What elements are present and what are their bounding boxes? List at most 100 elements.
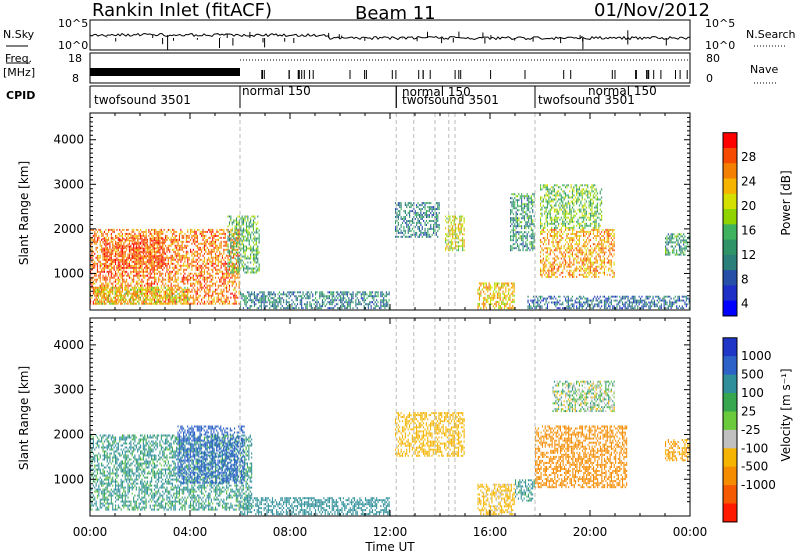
data-cell bbox=[230, 231, 231, 233]
data-cell bbox=[96, 263, 97, 265]
data-cell bbox=[143, 273, 144, 275]
data-cell bbox=[480, 282, 481, 284]
data-cell bbox=[236, 263, 237, 265]
data-cell bbox=[311, 305, 312, 307]
data-cell bbox=[161, 285, 162, 287]
data-cell bbox=[225, 243, 226, 245]
data-cell bbox=[182, 255, 183, 257]
data-cell bbox=[489, 284, 490, 286]
data-cell bbox=[371, 293, 372, 295]
data-cell bbox=[187, 283, 188, 285]
data-cell bbox=[253, 293, 254, 295]
data-cell bbox=[119, 233, 120, 235]
data-cell bbox=[509, 305, 510, 307]
data-cell bbox=[150, 293, 151, 295]
data-cell bbox=[236, 291, 237, 293]
data-cell bbox=[190, 297, 191, 299]
data-cell bbox=[229, 301, 230, 303]
data-cell bbox=[165, 259, 166, 261]
data-cell bbox=[129, 248, 130, 250]
data-cell bbox=[521, 207, 522, 209]
data-cell bbox=[511, 223, 512, 225]
data-cell bbox=[121, 259, 122, 261]
data-cell bbox=[399, 232, 400, 234]
data-cell bbox=[316, 301, 317, 303]
data-cell bbox=[226, 245, 227, 247]
data-cell bbox=[436, 226, 437, 228]
data-cell bbox=[247, 216, 248, 218]
data-cell bbox=[416, 224, 417, 226]
data-cell bbox=[521, 193, 522, 195]
data-cell bbox=[436, 234, 437, 236]
data-cell bbox=[246, 258, 247, 260]
data-cell bbox=[243, 299, 244, 301]
data-cell bbox=[510, 209, 511, 211]
data-cell bbox=[517, 225, 518, 227]
data-cell bbox=[104, 301, 105, 303]
data-cell bbox=[509, 297, 510, 299]
data-cell bbox=[113, 301, 114, 303]
data-cell bbox=[229, 262, 230, 264]
data-cell bbox=[315, 291, 316, 293]
data-cell bbox=[123, 297, 124, 299]
data-cell bbox=[527, 209, 528, 211]
data-cell bbox=[478, 289, 479, 291]
data-cell bbox=[525, 223, 526, 225]
data-cell bbox=[187, 279, 188, 281]
data-cell bbox=[233, 268, 234, 270]
data-cell bbox=[103, 235, 104, 237]
data-cell bbox=[176, 265, 177, 267]
data-cell bbox=[228, 238, 229, 240]
data-cell bbox=[103, 253, 104, 255]
data-cell bbox=[250, 272, 251, 274]
data-cell bbox=[328, 301, 329, 303]
data-cell bbox=[405, 210, 406, 212]
data-cell bbox=[315, 297, 316, 299]
data-cell bbox=[541, 274, 542, 276]
data-cell bbox=[218, 263, 219, 265]
data-cell bbox=[119, 240, 120, 242]
data-cell bbox=[138, 295, 139, 297]
data-cell bbox=[525, 203, 526, 205]
data-cell bbox=[147, 255, 148, 257]
data-cell bbox=[118, 295, 119, 297]
data-cell bbox=[429, 210, 430, 212]
data-cell bbox=[376, 295, 377, 297]
data-cell bbox=[130, 285, 131, 287]
data-cell bbox=[118, 279, 119, 281]
data-cell bbox=[94, 279, 95, 281]
data-cell bbox=[459, 233, 460, 235]
data-cell bbox=[272, 293, 273, 295]
data-cell bbox=[225, 283, 226, 285]
data-cell bbox=[96, 235, 97, 237]
data-cell bbox=[527, 247, 528, 249]
data-cell bbox=[147, 293, 148, 295]
data-cell bbox=[386, 295, 387, 297]
data-cell bbox=[252, 250, 253, 252]
data-cell bbox=[158, 277, 159, 279]
data-cell bbox=[125, 241, 126, 243]
data-cell bbox=[178, 255, 179, 257]
data-cell bbox=[150, 263, 151, 265]
data-cell bbox=[151, 240, 152, 242]
data-cell bbox=[104, 250, 105, 252]
data-cell bbox=[223, 277, 224, 279]
data-cell bbox=[141, 289, 142, 291]
data-cell bbox=[253, 299, 254, 301]
data-cell bbox=[144, 299, 145, 301]
data-cell bbox=[479, 295, 480, 297]
data-cell bbox=[168, 273, 169, 275]
data-cell bbox=[108, 250, 109, 252]
data-cell bbox=[527, 233, 528, 235]
data-cell bbox=[159, 249, 160, 251]
data-cell bbox=[256, 224, 257, 226]
data-cell bbox=[221, 237, 222, 239]
data-cell bbox=[105, 299, 106, 301]
data-cell bbox=[494, 303, 495, 305]
data-cell bbox=[396, 216, 397, 218]
data-cell bbox=[194, 233, 195, 235]
data-cell bbox=[179, 233, 180, 235]
data-cell bbox=[525, 227, 526, 229]
data-cell bbox=[319, 303, 320, 305]
data-cell bbox=[175, 231, 176, 233]
